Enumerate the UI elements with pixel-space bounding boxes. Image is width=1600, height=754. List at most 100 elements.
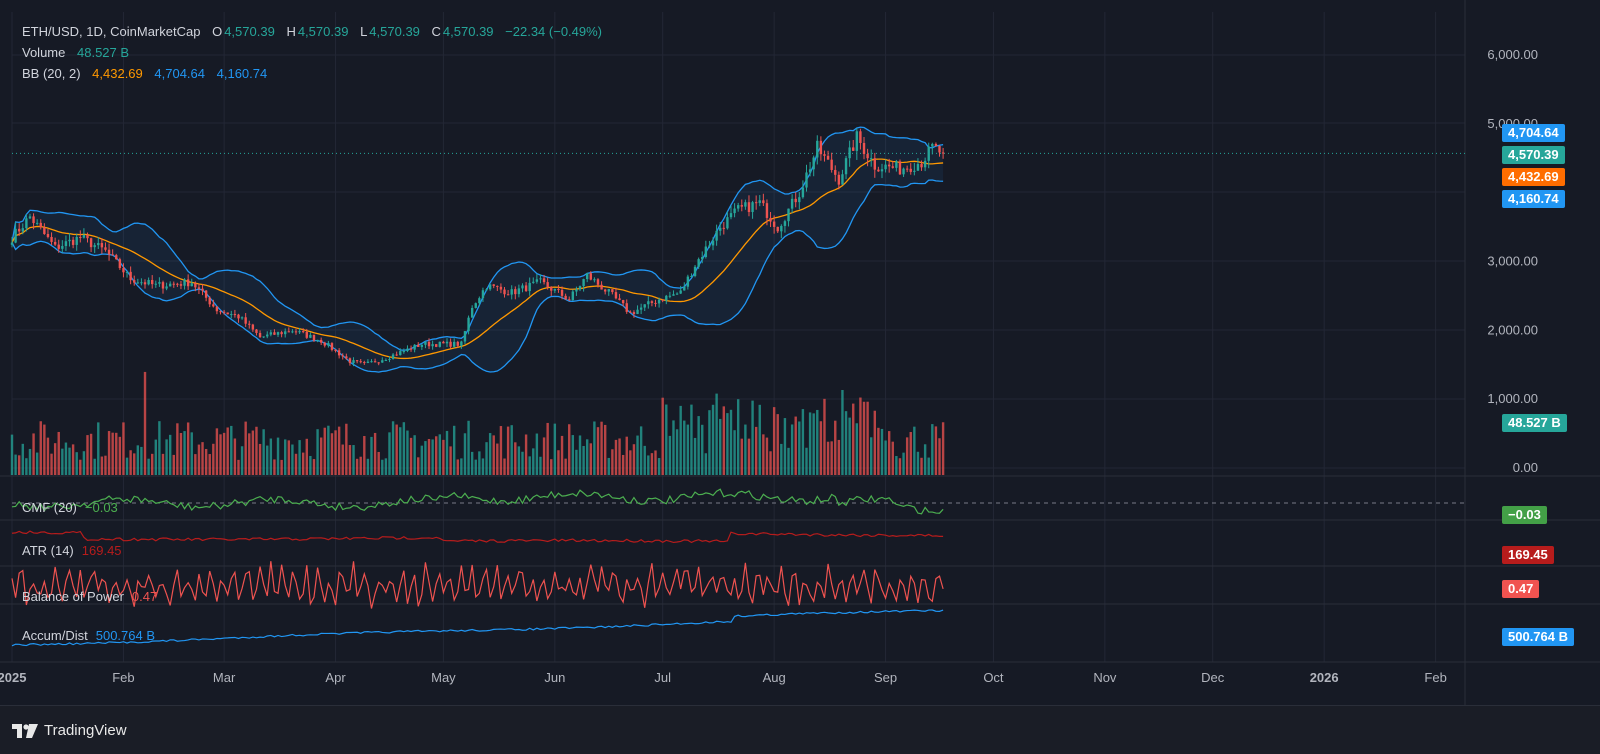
candle-body	[941, 152, 945, 154]
candle-body	[359, 361, 362, 363]
candle-body	[895, 161, 898, 168]
candle-body	[384, 359, 388, 361]
volume-bar	[370, 436, 373, 475]
candle-body	[348, 358, 352, 364]
volume-bar	[165, 439, 168, 475]
bb-legend: BB (20, 2) 4,432.69 4,704.64 4,160.74	[22, 66, 269, 81]
volume-bar	[736, 399, 740, 475]
candle-body	[334, 349, 337, 351]
candle-body	[719, 227, 722, 231]
candle-body	[71, 239, 75, 245]
volume-bar	[841, 389, 844, 475]
cmf-legend: CMF (20) −0.03	[22, 500, 118, 515]
candle-body	[89, 238, 93, 248]
candle-body	[503, 289, 506, 295]
volume-bar	[808, 412, 812, 475]
candle-body	[693, 266, 697, 277]
y-tick-label: 0.00	[1513, 460, 1538, 475]
volume-bar	[28, 448, 32, 475]
candle-body	[161, 282, 165, 289]
candle-body	[593, 279, 596, 281]
volume-bar	[82, 451, 86, 475]
volume-bar	[409, 437, 413, 475]
candle-body	[841, 174, 844, 185]
candle-body	[575, 289, 578, 292]
volume-bar	[406, 430, 409, 475]
volume-bar	[294, 453, 298, 475]
candle-body	[557, 288, 560, 290]
candle-body	[736, 205, 740, 209]
candle-body	[273, 332, 276, 335]
volume-legend: Volume 48.527 B	[22, 45, 131, 60]
candle-body	[427, 341, 431, 347]
volume-bar	[352, 445, 355, 475]
candle-body	[801, 187, 805, 198]
volume-bar	[107, 431, 111, 475]
volume-bar	[330, 433, 334, 475]
volume-bar	[431, 439, 434, 475]
bb-lower-pill: 4,160.74	[1502, 190, 1565, 208]
volume-bar	[535, 433, 539, 475]
volume-bar	[769, 451, 772, 475]
candle-body	[697, 259, 700, 267]
tradingview-logo[interactable]: TradingView	[12, 722, 127, 739]
volume-bar	[683, 420, 686, 475]
candle-body	[10, 242, 14, 245]
candle-body	[762, 200, 765, 204]
close-value: 4,570.39	[442, 24, 494, 39]
volume-bar	[560, 435, 564, 475]
volume-bar	[923, 444, 927, 475]
volume-bar	[341, 444, 344, 475]
volume-bar	[492, 435, 495, 475]
candle-body	[240, 317, 244, 319]
volume-bar	[316, 429, 319, 475]
volume-bar	[902, 452, 905, 475]
volume-bar	[122, 422, 125, 475]
candle-body	[607, 289, 610, 292]
volume-bar	[363, 436, 366, 475]
x-tick-label: Nov	[1093, 670, 1117, 685]
candle-body	[938, 145, 941, 153]
volume-bar	[230, 425, 233, 475]
candle-body	[75, 236, 78, 245]
candle-body	[816, 140, 819, 158]
candle-body	[611, 289, 614, 293]
x-tick-label: Oct	[983, 670, 1004, 685]
candle-body	[122, 268, 125, 273]
volume-bar	[830, 441, 833, 475]
candle-body	[381, 360, 384, 363]
bb-upper-pill: 4,704.64	[1502, 124, 1565, 142]
volume-bar	[129, 450, 132, 475]
candle-body	[553, 288, 557, 291]
volume-bar	[438, 434, 442, 475]
candle-body	[50, 236, 53, 242]
candle-body	[596, 279, 600, 285]
candle-body	[492, 284, 495, 286]
volume-bar	[514, 442, 517, 475]
volume-bar	[366, 458, 370, 475]
volume-bar	[625, 436, 628, 475]
candle-body	[528, 282, 531, 292]
candle-body	[708, 245, 711, 247]
candle-body	[190, 283, 193, 287]
atr-line	[11, 530, 944, 544]
candle-body	[305, 331, 308, 338]
candle-body	[783, 221, 787, 226]
volume-bar	[887, 431, 891, 475]
x-tick-label: Sep	[874, 670, 897, 685]
x-tick-label: Apr	[325, 670, 346, 685]
atr-value: 169.45	[81, 543, 122, 558]
volume-bar	[420, 445, 424, 475]
candle-body	[309, 334, 312, 338]
volume-bar	[783, 418, 787, 475]
candle-body	[237, 314, 240, 319]
volume-bar	[521, 451, 524, 475]
candle-body	[402, 351, 406, 353]
candle-body	[79, 236, 82, 238]
bb-label: BB (20, 2)	[22, 66, 81, 81]
volume-bar	[568, 424, 571, 475]
volume-bar	[877, 427, 880, 475]
candle-body	[14, 228, 17, 243]
